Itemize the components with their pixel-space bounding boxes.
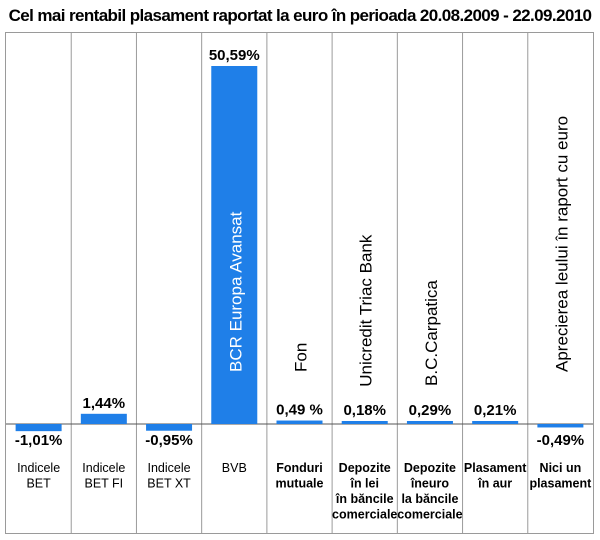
category-label: în băncile <box>335 492 394 506</box>
bar-name-label: Aprecierea leului în raport cu euro <box>552 116 571 372</box>
category-label: plasament <box>529 477 592 491</box>
category-label: Nici un <box>540 461 582 475</box>
bar-name-label: BCR Europa Avansat <box>226 211 245 372</box>
category-label: BET <box>26 477 51 491</box>
value-label: 0,21% <box>474 402 517 419</box>
bar <box>472 421 519 424</box>
bar-name-label: Fon <box>292 343 311 372</box>
category-label: mutuale <box>276 477 324 491</box>
value-label: 0,49 % <box>276 402 323 419</box>
category-label: în lei <box>349 477 378 491</box>
category-label: BET FI <box>84 477 123 491</box>
category-label: comerciale <box>397 508 462 522</box>
category-label: Plasament <box>464 461 527 475</box>
category-label: la băncile <box>401 492 458 506</box>
category-label: Fonduri <box>276 461 323 475</box>
bar <box>537 424 584 428</box>
chart-frame <box>5 32 594 534</box>
value-label: 50,59% <box>209 47 260 64</box>
value-label: -0,49% <box>537 432 585 449</box>
category-label: BVB <box>222 461 247 475</box>
category-label: Indicele <box>17 461 60 475</box>
category-label: Depozite <box>404 461 456 475</box>
bar <box>341 421 388 424</box>
bar-name-label: B.C.Carpatica <box>422 280 441 386</box>
value-label: 1,44% <box>83 395 126 412</box>
value-label: -0,95% <box>145 432 193 449</box>
category-label: Depozite <box>339 461 391 475</box>
chart-title: Cel mai rentabil plasament raportat la e… <box>8 6 592 25</box>
category-label: îneuro <box>410 477 450 491</box>
category-label: BET XT <box>147 477 191 491</box>
bar <box>146 424 193 431</box>
bar <box>211 66 258 424</box>
value-label: 0,29% <box>409 402 452 419</box>
category-label: în aur <box>477 477 512 491</box>
bar <box>80 413 127 424</box>
bar-name-label: Unicredit Triac Bank <box>357 234 376 387</box>
category-label: comerciale <box>332 508 397 522</box>
value-label: 0,18% <box>343 402 386 419</box>
category-label: Indicele <box>82 461 125 475</box>
value-label: -1,01% <box>15 432 63 449</box>
category-label: Indicele <box>148 461 191 475</box>
bar <box>406 421 453 424</box>
bar <box>15 424 62 432</box>
bar <box>276 420 323 424</box>
